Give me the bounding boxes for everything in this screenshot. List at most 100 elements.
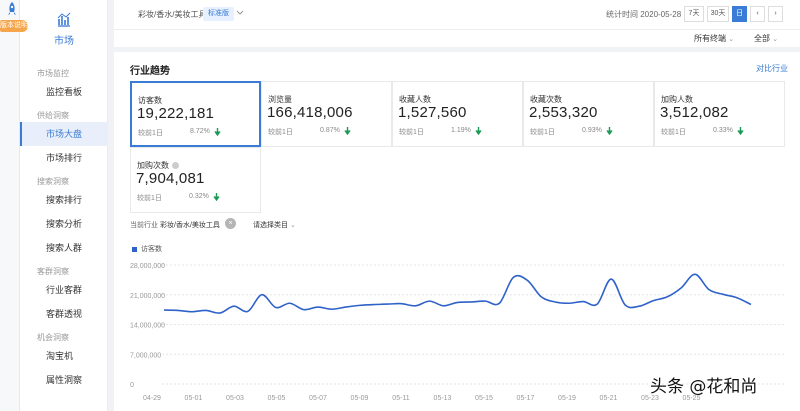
metric-change-pct: 1.19% xyxy=(451,127,471,134)
metric-compare-label: 较前1日 xyxy=(138,130,163,137)
y-tick-label: 28,000,000 xyxy=(130,263,165,270)
category-select[interactable]: 请选择类目 ⌄ xyxy=(253,220,296,230)
arrow-down-icon xyxy=(214,128,221,136)
metric-change-pct: 0.87% xyxy=(320,127,340,134)
market-icon xyxy=(57,12,71,27)
scope-select[interactable]: 全部 ⌄ xyxy=(754,33,778,44)
arrow-down-icon xyxy=(213,193,220,201)
compare-industry-link[interactable]: 对比行业 xyxy=(756,64,788,73)
menu-section-label: 供给洞察 xyxy=(37,111,69,120)
metric-value: 2,553,320 xyxy=(529,104,598,121)
metric-change-pct: 0.33% xyxy=(713,127,733,134)
metric-compare-label: 较前1日 xyxy=(530,129,555,136)
metric-value: 7,904,081 xyxy=(136,170,205,187)
sidebar-menu-item[interactable]: 行业客群 xyxy=(46,285,83,295)
watermark: 头条 @花和尚 xyxy=(650,377,758,397)
rocket-icon[interactable] xyxy=(7,2,17,16)
menu-section-label: 客群洞察 xyxy=(37,267,69,276)
metric-label-text: 浏览量 xyxy=(268,95,292,104)
market-label: 市场 xyxy=(54,36,74,47)
sidebar: 市场 市场监控监控看板供给洞察市场大盘市场排行搜索洞察搜索排行搜索分析搜索人群客… xyxy=(20,0,108,411)
sidebar-menu-item[interactable]: 客群透视 xyxy=(46,309,83,319)
x-tick-label: 05-13 xyxy=(434,395,452,402)
terminal-select[interactable]: 所有终端 ⌄ xyxy=(694,33,734,44)
metric-label: 收藏次数 xyxy=(530,94,562,105)
metric-change-pct: 0.32% xyxy=(189,193,209,200)
metric-change-pct: 0.93% xyxy=(582,127,602,134)
y-tick-label: 21,000,000 xyxy=(130,293,165,300)
prev-day-button[interactable]: ‹ xyxy=(750,6,765,22)
info-icon[interactable] xyxy=(172,162,179,170)
legend-label[interactable]: 访客数 xyxy=(141,246,162,253)
sidebar-menu-item[interactable]: 市场排行 xyxy=(46,153,83,163)
sidebar-menu-item[interactable]: 属性洞察 xyxy=(46,375,83,385)
terminal-bar: 所有终端 ⌄ 全部 ⌄ xyxy=(114,30,800,47)
x-tick-label: 05-15 xyxy=(475,395,493,402)
x-tick-label: 05-23 xyxy=(641,395,659,402)
sidebar-menu-item[interactable]: 搜索排行 xyxy=(46,195,83,205)
sidebar-menu-item[interactable]: 淘宝机 xyxy=(46,351,74,361)
metric-label-text: 收藏人数 xyxy=(399,95,431,104)
category-path[interactable]: 彩妆/香水/美妆工具 xyxy=(138,10,207,19)
arrow-down-icon xyxy=(737,127,744,135)
arrow-down-icon xyxy=(475,127,482,135)
metric-label: 访客数 xyxy=(138,95,162,106)
metric-card[interactable]: 收藏人数 1,527,560 较前1日 1.19% xyxy=(392,81,523,147)
x-tick-label: 05-03 xyxy=(226,395,244,402)
metric-card[interactable]: 访客数 19,222,181 较前1日 8.72% xyxy=(130,81,261,147)
range-30d-button[interactable]: 30天 xyxy=(707,6,729,22)
metric-compare-label: 较前1日 xyxy=(268,129,293,136)
sidebar-menu-item[interactable]: 搜索分析 xyxy=(46,219,83,229)
x-tick-label: 05-05 xyxy=(268,395,286,402)
menu-section-label: 搜索洞察 xyxy=(37,177,69,186)
chevron-down-icon[interactable] xyxy=(236,10,244,16)
metric-value: 3,512,082 xyxy=(660,104,729,121)
edition-tag[interactable]: 标准版 xyxy=(203,7,234,21)
chevron-down-icon: ⌄ xyxy=(772,36,779,43)
chevron-down-icon: ⌄ xyxy=(289,222,296,229)
next-day-button[interactable]: › xyxy=(768,6,783,22)
metric-label-text: 加购人数 xyxy=(661,95,693,104)
x-tick-label: 04-29 xyxy=(143,395,161,402)
y-tick-label: 0 xyxy=(130,382,134,389)
x-tick-label: 05-01 xyxy=(185,395,203,402)
metric-compare-label: 较前1日 xyxy=(399,129,424,136)
metric-card[interactable]: 收藏次数 2,553,320 较前1日 0.93% xyxy=(523,81,654,147)
menu-section-label: 机会洞察 xyxy=(37,333,69,342)
metric-label-text: 加购次数 xyxy=(137,161,169,170)
sidebar-menu-item[interactable]: 市场大盘 xyxy=(20,122,108,146)
x-tick-label: 05-09 xyxy=(351,395,369,402)
sidebar-menu-item[interactable]: 搜索人群 xyxy=(46,243,83,253)
series-line-visitors[interactable] xyxy=(163,273,752,314)
range-day-button[interactable]: 日 xyxy=(732,6,747,22)
y-tick-label: 7,000,000 xyxy=(130,352,161,359)
current-industry-value: 彩妆/香水/美妆工具 xyxy=(160,222,220,229)
menu-section-label: 市场监控 xyxy=(37,69,69,78)
scope-select-label: 全部 xyxy=(754,34,770,43)
metric-value: 1,527,560 xyxy=(398,104,467,121)
metric-label-text: 收藏次数 xyxy=(530,95,562,104)
version-notes-badge[interactable]: 版本说明 xyxy=(0,20,28,32)
range-7d-button[interactable]: 7天 xyxy=(684,6,704,22)
metric-change-pct: 8.72% xyxy=(190,128,210,135)
sidebar-menu-item[interactable]: 监控看板 xyxy=(46,87,83,97)
metric-card[interactable]: 加购次数 7,904,081 较前1日 0.32% xyxy=(130,147,261,213)
metric-compare-label: 较前1日 xyxy=(137,195,162,202)
metric-label: 收藏人数 xyxy=(399,94,431,105)
left-rail xyxy=(0,0,20,411)
metric-label: 加购次数 xyxy=(137,160,179,171)
category-select-label: 请选择类目 xyxy=(253,222,288,229)
industry-trend-panel: 行业趋势 对比行业 访客数 19,222,181 较前1日 8.72% 浏览量 166,4… xyxy=(114,52,800,411)
statistics-time: 统计时间 2020-05-28 xyxy=(606,10,682,19)
metric-value: 19,222,181 xyxy=(137,105,215,122)
metric-card[interactable]: 加购人数 3,512,082 较前1日 0.33% xyxy=(654,81,785,147)
clear-icon[interactable]: × xyxy=(225,218,236,229)
metric-card[interactable]: 浏览量 166,418,006 较前1日 0.87% xyxy=(261,81,392,147)
metric-label-text: 访客数 xyxy=(138,96,162,105)
x-tick-label: 05-17 xyxy=(517,395,535,402)
visitor-trend-chart: 28,000,000 21,000,000 14,000,000 7,000,000 0… xyxy=(130,263,784,402)
panel-title: 行业趋势 xyxy=(130,66,170,77)
metric-label: 加购人数 xyxy=(661,94,693,105)
x-tick-label: 05-11 xyxy=(392,395,409,402)
